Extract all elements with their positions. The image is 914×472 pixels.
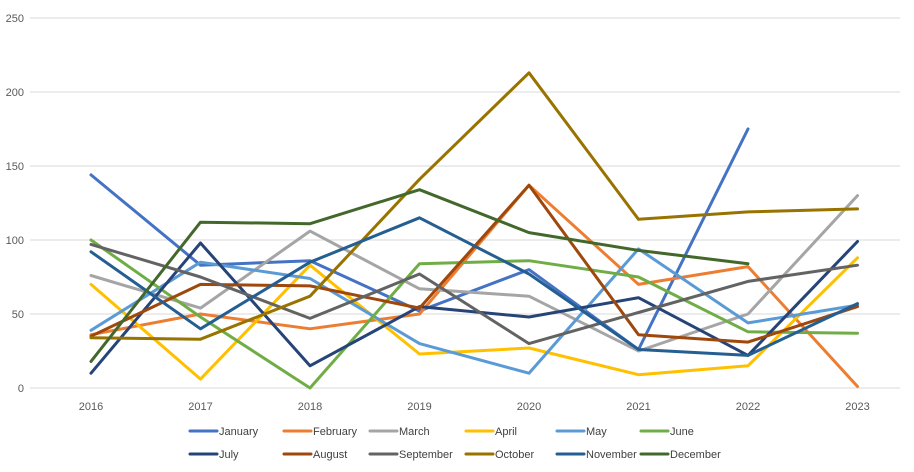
x-tick-label: 2016 — [79, 401, 103, 413]
y-tick-label: 0 — [18, 383, 24, 395]
y-tick-label: 50 — [12, 309, 24, 321]
x-tick-label: 2021 — [626, 401, 650, 413]
legend-label-january: January — [219, 426, 259, 438]
legend-label-june: June — [670, 426, 694, 438]
y-tick-label: 100 — [6, 235, 24, 247]
legend-label-september: September — [399, 449, 453, 461]
legend-label-march: March — [399, 426, 430, 438]
series-line-november — [89, 216, 859, 357]
x-axis-ticks: 2016 2017 2018 2019 2020 2021 2022 2023 — [79, 401, 870, 413]
series-line-july — [89, 240, 859, 375]
series-line-september — [89, 242, 859, 346]
series-line-april — [89, 256, 859, 381]
y-tick-label: 200 — [6, 87, 24, 99]
x-tick-label: 2023 — [845, 401, 869, 413]
legend-label-february: February — [313, 426, 358, 438]
legend-label-august: August — [313, 449, 347, 461]
legend-label-october: October — [495, 449, 534, 461]
legend: January February March April May June July Augu… — [188, 426, 721, 461]
legend-label-july: July — [219, 449, 239, 461]
legend-label-april: April — [495, 426, 517, 438]
series-line-december — [89, 188, 750, 363]
series-lines — [89, 71, 859, 390]
y-tick-label: 250 — [6, 13, 24, 25]
x-tick-label: 2019 — [407, 401, 431, 413]
x-tick-label: 2018 — [298, 401, 322, 413]
series-line-october — [89, 71, 859, 341]
legend-label-november: November — [586, 449, 637, 461]
series-line-june — [89, 238, 859, 390]
legend-label-december: December — [670, 449, 721, 461]
x-tick-label: 2017 — [188, 401, 212, 413]
x-tick-label: 2020 — [517, 401, 541, 413]
y-tick-label: 150 — [6, 161, 24, 173]
legend-label-may: May — [586, 426, 607, 438]
series-line-march — [89, 194, 859, 353]
x-tick-label: 2022 — [736, 401, 760, 413]
y-axis-ticks: 0 50 100 150 200 250 — [6, 13, 24, 395]
